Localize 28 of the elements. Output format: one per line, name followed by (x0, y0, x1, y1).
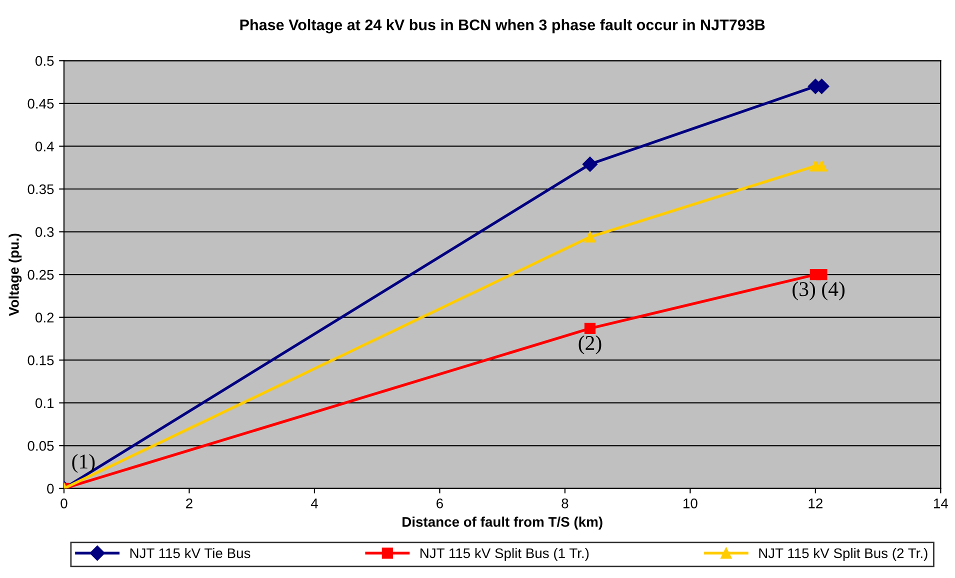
annotation: (3) (4) (792, 281, 845, 300)
x-tick-label: 14 (934, 498, 948, 508)
x-tick-label: 12 (808, 498, 822, 508)
y-tick-label: 0.35 (28, 184, 54, 194)
y-tick-label: 0.05 (28, 440, 54, 451)
annotation: (1) (72, 454, 95, 473)
y-tick-label: 0.2 (36, 312, 54, 322)
y-tick-label: 0.25 (28, 270, 54, 280)
chart-title: Phase Voltage at 24 kV bus in BCN when 3 phase fault occur in NJT793B (240, 19, 765, 34)
y-tick-label: 0.1 (36, 398, 54, 408)
y-tick-label: 0.4 (36, 142, 54, 152)
y-tick-label: 0 (47, 484, 54, 494)
x-tick-label: 8 (562, 498, 568, 508)
y-tick-label: 0.5 (36, 56, 54, 66)
x-tick-label: 6 (436, 498, 443, 508)
x-tick-label: 2 (186, 498, 192, 508)
x-axis-title: Distance of fault from T/S (km) (402, 516, 602, 530)
y-axis-title: Voltage (pu.) (8, 234, 22, 316)
legend-label: NJT 115 kV Tie Bus (130, 548, 250, 558)
annotation: (2) (578, 335, 602, 354)
y-tick-label: 0.3 (36, 227, 54, 237)
y-tick-label: 0.45 (28, 98, 54, 109)
x-tick-label: 0 (60, 498, 68, 508)
legend-label: NJT 115 kV Split Bus (2 Tr.) (759, 548, 928, 561)
legend-label: NJT 115 kV Split Bus (1 Tr.) (420, 548, 589, 561)
x-tick-label: 4 (310, 498, 318, 508)
y-tick-label: 0.15 (28, 355, 54, 366)
x-tick-label: 10 (684, 498, 698, 508)
